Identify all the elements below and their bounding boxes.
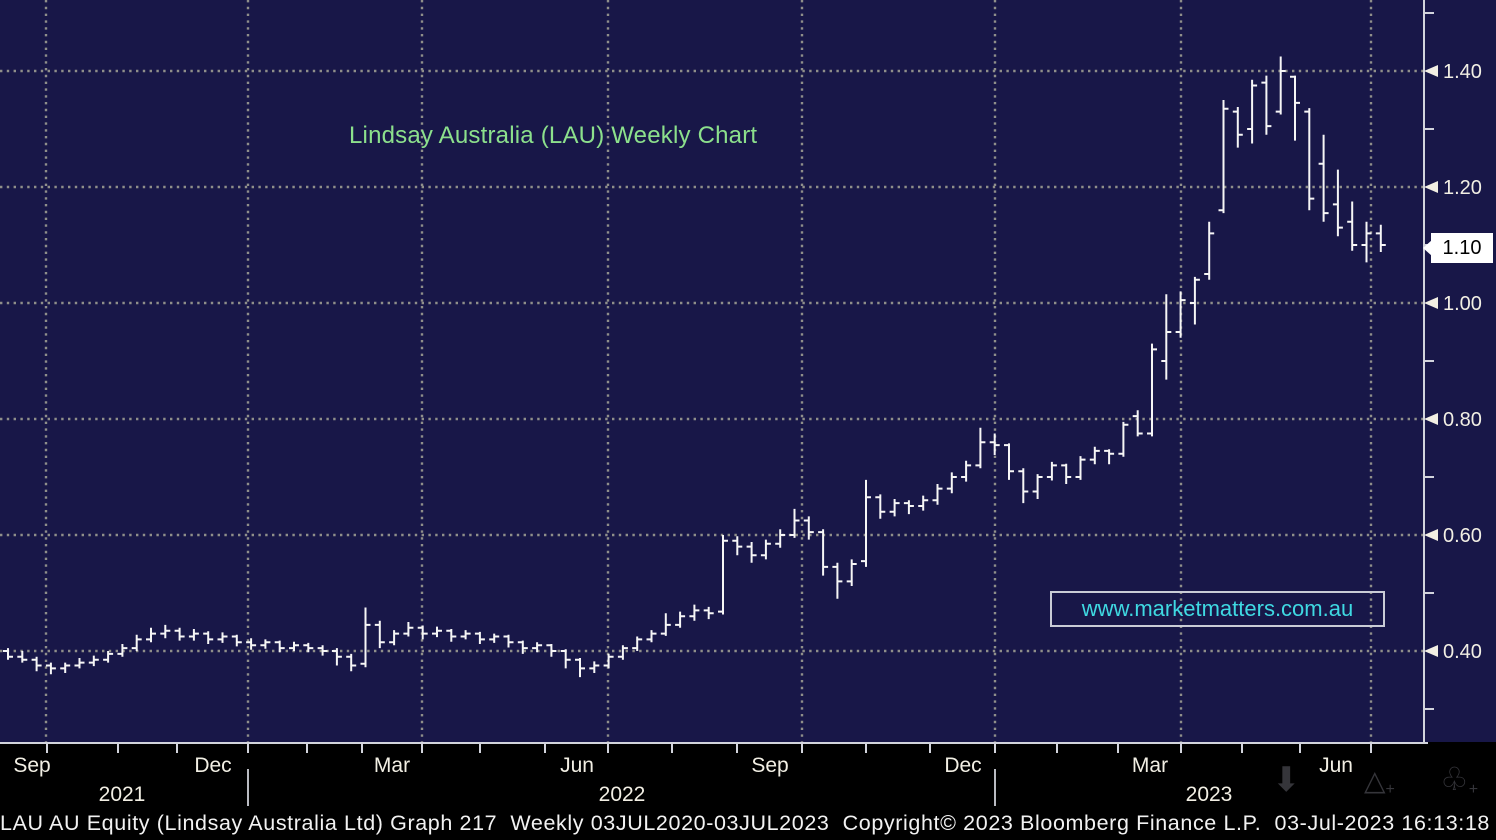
- download-arrow-icon[interactable]: ⬇: [1272, 761, 1301, 799]
- svg-text:0.80: 0.80: [1443, 409, 1482, 431]
- svg-text:Sep: Sep: [751, 754, 788, 777]
- svg-text:2022: 2022: [599, 783, 646, 806]
- svg-text:Sep: Sep: [13, 754, 50, 777]
- watermark-url: www.marketmatters.com.au: [1081, 596, 1354, 621]
- x-axis: Sep Dec Mar Jun Sep Dec Mar Jun 2021 2022 2023: [0, 742, 1428, 806]
- grid-lines: [0, 0, 1423, 742]
- status-bar-text: LAU AU Equity (Lindsay Australia Ltd) Gr…: [0, 812, 1490, 835]
- last-price-arrow-icon: [1423, 240, 1432, 256]
- svg-text:1.00: 1.00: [1443, 293, 1482, 315]
- triangle-annotation-icon[interactable]: △+: [1364, 765, 1395, 798]
- clover-annotation-icon[interactable]: ♧+: [1440, 761, 1479, 798]
- svg-text:Mar: Mar: [1132, 754, 1168, 777]
- svg-text:2023: 2023: [1186, 783, 1233, 806]
- status-bar: LAU AU Equity (Lindsay Australia Ltd) Gr…: [0, 808, 1496, 840]
- svg-text:1.40: 1.40: [1443, 61, 1482, 83]
- last-price-tag: 1.10: [1431, 233, 1493, 263]
- svg-text:Jun: Jun: [1319, 754, 1353, 777]
- y-axis: 1.40 1.20 1.00 0.80 0.60 0.40: [1423, 0, 1482, 743]
- svg-text:Mar: Mar: [374, 754, 410, 777]
- chart-title: Lindsay Australia (LAU) Weekly Chart: [349, 122, 758, 149]
- plot-background: [0, 0, 1496, 742]
- svg-text:Dec: Dec: [194, 754, 231, 777]
- svg-text:0.40: 0.40: [1443, 641, 1482, 663]
- svg-text:1.20: 1.20: [1443, 177, 1482, 199]
- svg-text:2021: 2021: [99, 783, 146, 806]
- svg-text:Dec: Dec: [944, 754, 981, 777]
- svg-text:Jun: Jun: [560, 754, 594, 777]
- watermark-box: www.marketmatters.com.au: [1050, 591, 1385, 627]
- last-price-value: 1.10: [1442, 236, 1482, 259]
- svg-text:0.60: 0.60: [1443, 525, 1482, 547]
- ohlc-bars: [3, 56, 1386, 678]
